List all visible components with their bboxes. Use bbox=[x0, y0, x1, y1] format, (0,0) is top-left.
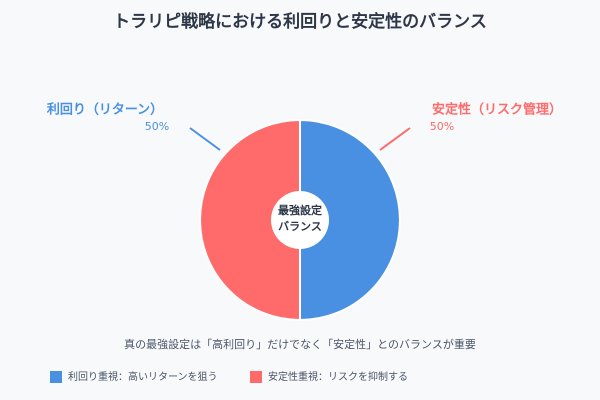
center-label: バランス bbox=[278, 220, 322, 233]
chart-title: トラリピ戦略における利回りと安定性のバランス bbox=[113, 11, 487, 32]
value-label: 50% bbox=[145, 120, 169, 133]
caption: 真の最強設定は「高利回り」だけでなく「安定性」とのバランスが重要 bbox=[124, 337, 476, 351]
leader-line bbox=[379, 127, 411, 151]
value-label: 50% bbox=[430, 120, 454, 133]
leader-line bbox=[189, 127, 221, 151]
legend-swatch bbox=[250, 371, 262, 383]
slice-label: 利回り（リターン） bbox=[47, 102, 163, 118]
legend-label: 安定性重視：リスクを抑制する bbox=[268, 370, 408, 383]
legend-swatch bbox=[50, 371, 62, 383]
center-label: 最強設定 bbox=[278, 203, 322, 217]
slice-label: 安定性（リスク管理） bbox=[432, 102, 562, 118]
pie-slice bbox=[199, 118, 301, 322]
pie bbox=[199, 118, 401, 322]
center-hole bbox=[271, 191, 329, 249]
pie-slice bbox=[299, 118, 401, 322]
legend-label: 利回り重視：高いリターンを狙う bbox=[68, 370, 218, 383]
